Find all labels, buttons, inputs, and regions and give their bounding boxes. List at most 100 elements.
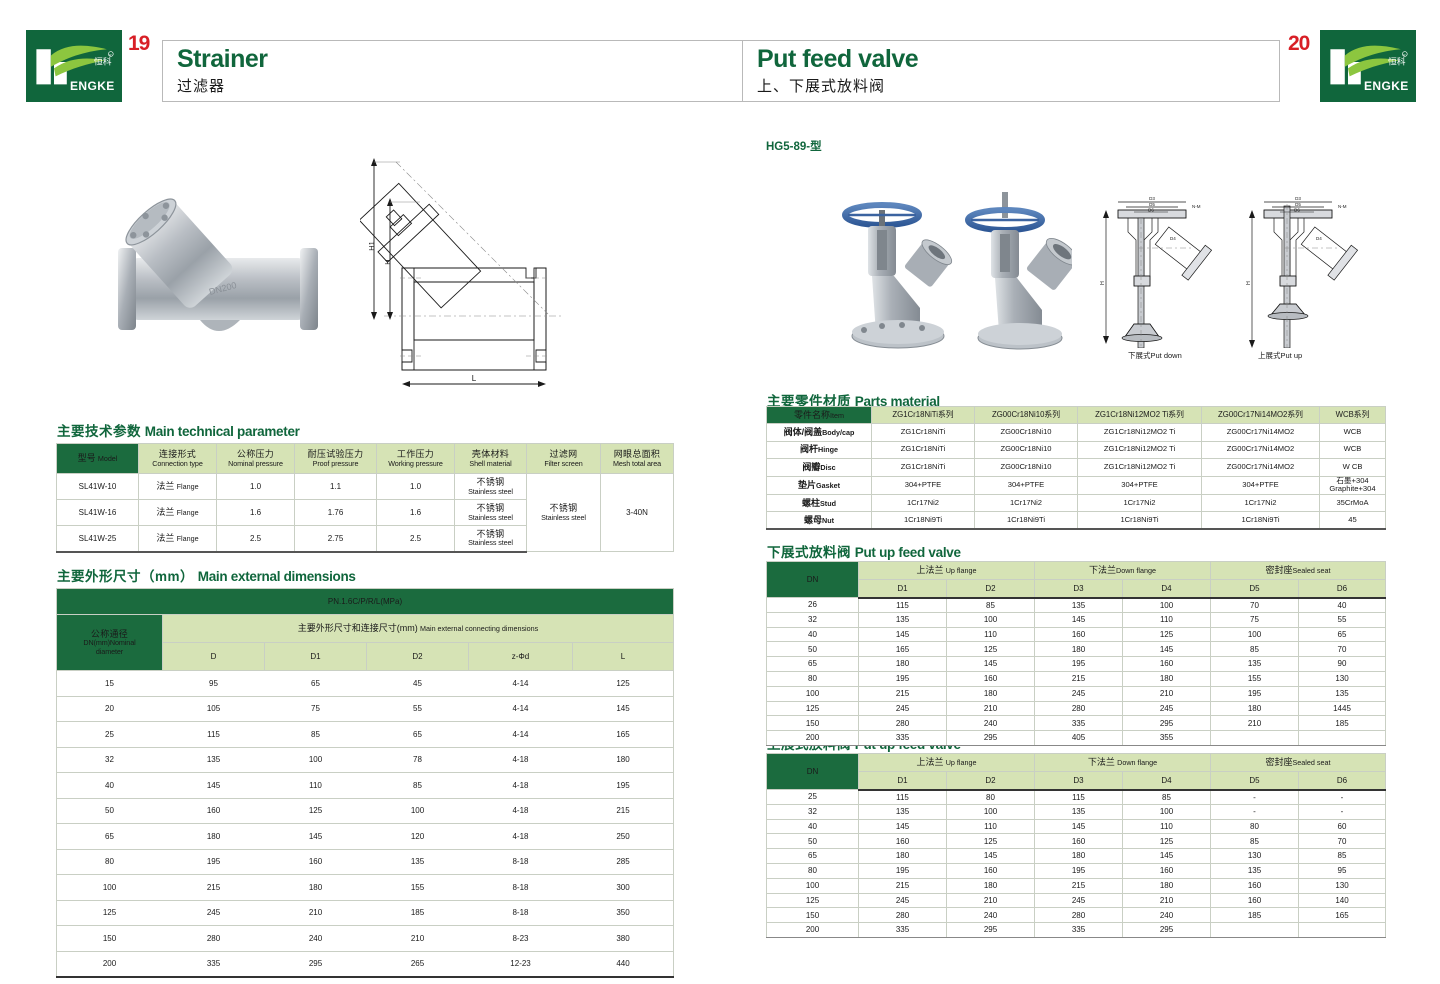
cell-model: SL41W-16	[56, 499, 139, 526]
cell-3: 405	[1034, 730, 1123, 746]
table-row: 150 280 240 335 295 210 185	[766, 715, 1386, 732]
cell-4: 125	[1122, 833, 1211, 850]
page-title-right-en: Put feed valve	[757, 45, 919, 73]
cell-3: 55	[366, 695, 469, 722]
cell-5: 85	[1210, 833, 1299, 850]
cell-5	[1210, 730, 1299, 746]
cell-0: 32	[766, 803, 859, 820]
table-row: 150 280 240 210 8-23 380	[56, 925, 674, 952]
cell-6: 65	[1298, 626, 1386, 643]
cell-3: 335	[1034, 715, 1123, 732]
cell-1: 195	[858, 862, 947, 879]
cell-1: 145	[858, 626, 947, 643]
cell-4: 295	[1122, 922, 1211, 938]
cell-5: 80	[1210, 818, 1299, 835]
up-valve-table-body: 25 115 80 115 85- -32 135 100 135 100- -40 145 110 14…	[766, 789, 1386, 938]
cell-6: 40	[1298, 597, 1386, 613]
th-nominal-pressure: 公称压力 Nominal pressure	[216, 443, 295, 474]
cell-3: 78	[366, 746, 469, 773]
cell-3: 210	[366, 925, 469, 952]
cell-2: 85	[946, 597, 1035, 613]
cell-4: 100	[1122, 803, 1211, 820]
cell-2: 160	[264, 848, 367, 875]
th-pn-label: PN.1.6C/P/R/L(MPa)	[56, 588, 674, 615]
cell-working: 1.0	[376, 473, 455, 500]
cell-0: 150	[766, 715, 859, 732]
svg-text:ENGKE: ENGKE	[1364, 79, 1409, 93]
dim-section-title: 主要外形尺寸（mm） Main external dimensions	[57, 565, 356, 585]
caption-put-down: 下展式Put down	[1128, 351, 1182, 360]
cell-6	[1298, 730, 1386, 746]
cell-2: 210	[946, 892, 1035, 909]
cell-5: 195	[572, 772, 674, 799]
cell-working: 1.6	[376, 499, 455, 526]
cell-1: 115	[162, 721, 265, 748]
table-header-row: D1 D2 D3 D4 D5 D6	[767, 771, 1386, 791]
cell-1: 95	[162, 670, 265, 697]
cell-1: 105	[162, 695, 265, 722]
cell-proof: 2.75	[294, 525, 377, 553]
cell-6: 85	[1298, 848, 1386, 864]
cell-1: 160	[858, 833, 947, 850]
table-row: 150 280 240 280 240 185 165	[766, 907, 1386, 924]
table-row: SL41W-25 法兰 Flange 2.5 2.75 2.5 不锈钢 Stai…	[56, 525, 674, 553]
th-dn: DN	[766, 753, 859, 790]
cell-5: 160	[1210, 877, 1299, 894]
cell-3: 45	[366, 670, 469, 697]
cell-5: -	[1210, 803, 1299, 820]
table-row: 200 335 295 335 295	[766, 922, 1386, 938]
th-l: L	[572, 642, 674, 671]
cell-4: 4-14	[468, 721, 573, 748]
th-d2: D2	[946, 771, 1035, 791]
th-d3: D3	[1034, 771, 1123, 791]
th-d4: D4	[1122, 771, 1211, 791]
table-row: 26 115 85 135 100 70 40	[766, 597, 1386, 613]
cell-5: 215	[572, 797, 674, 824]
model-label: HG5-89-型	[766, 141, 822, 153]
cell-item: 垫片Gasket	[766, 475, 872, 495]
cell-proof: 1.76	[294, 499, 377, 526]
cell-material-2: 304+PTFE	[1077, 475, 1202, 495]
svg-text:D5: D5	[1149, 202, 1155, 207]
cell-nominal: 1.0	[216, 473, 295, 500]
cell-1: 115	[858, 597, 947, 613]
svg-text:ENGKE: ENGKE	[70, 79, 115, 93]
cell-0: 20	[56, 695, 163, 722]
th-sealed-seat: 密封座Sealed seat	[1210, 753, 1386, 772]
table-row: 40 145 110 85 4-18 195	[56, 772, 674, 799]
cell-1: 180	[858, 656, 947, 672]
table-row: 200 335 295 405 355	[766, 730, 1386, 746]
svg-text:恒科: 恒科	[1388, 55, 1406, 67]
cell-0: 80	[766, 670, 859, 687]
cell-3: 85	[366, 772, 469, 799]
svg-text:H: H	[1246, 281, 1252, 285]
svg-text:恒科: 恒科	[94, 55, 112, 67]
cell-1: 215	[162, 874, 265, 901]
cell-0: 150	[766, 907, 859, 924]
cell-5: 210	[1210, 715, 1299, 732]
cell-6: 165	[1298, 907, 1386, 924]
cell-0: 40	[766, 626, 859, 643]
cell-1: 245	[162, 899, 265, 926]
th-d6: D6	[1298, 771, 1386, 791]
valve-photo-1	[842, 202, 953, 349]
cell-2: 125	[946, 641, 1035, 658]
cell-0: 15	[56, 670, 163, 697]
table-row: 100 215 180 245 210 195 135	[766, 685, 1386, 702]
cell-5: 440	[572, 950, 674, 978]
dim-title-cn: 主要外形尺寸（mm）	[57, 569, 195, 584]
table-header-row: 型号 Model 连接形式 Connection type 公称压力 Nomin…	[56, 443, 674, 474]
cell-0: 50	[766, 641, 859, 658]
svg-text:D3: D3	[1149, 196, 1155, 201]
table-header-row: 公称通径 DN(mm)Nominal diameter 主要外形尺寸和连接尺寸(…	[56, 614, 674, 671]
table-row: 50 165 125 180 145 85 70	[766, 641, 1386, 658]
cell-1: 215	[858, 877, 947, 894]
cell-4: 145	[1122, 848, 1211, 864]
cell-3: 280	[1034, 907, 1123, 924]
page-title-right-cn: 上、下展式放料阀	[757, 78, 886, 95]
cell-2: 180	[264, 874, 367, 901]
cell-material-3: ZG00Cr17Ni14MO2	[1201, 458, 1320, 477]
svg-text:D4: D4	[1170, 236, 1176, 241]
cell-4: 295	[1122, 715, 1211, 732]
